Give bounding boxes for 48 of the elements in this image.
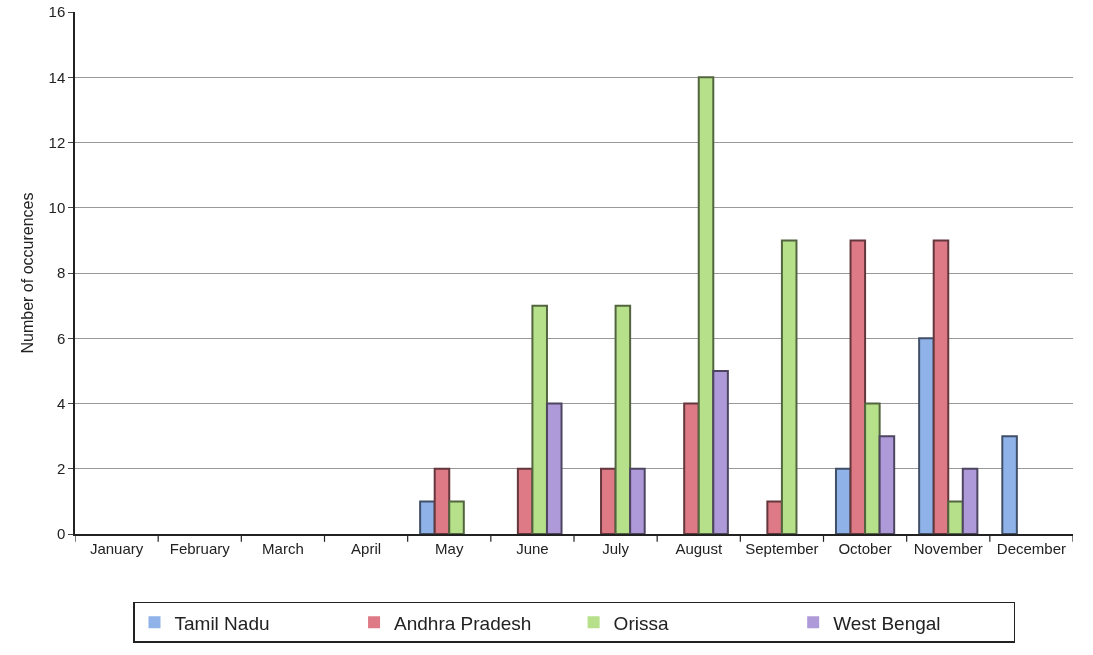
y-tick-label: 10 <box>48 199 66 216</box>
bar <box>932 239 950 534</box>
x-tick-label: October <box>838 539 892 557</box>
bar <box>419 500 436 534</box>
legend-label: Orissa <box>613 612 669 634</box>
bar <box>849 239 867 534</box>
x-tick-label: May <box>435 539 464 557</box>
y-tick-label: 12 <box>48 133 66 151</box>
y-tick-label: 8 <box>56 264 66 282</box>
bar <box>780 239 798 534</box>
bar <box>918 337 935 534</box>
bar <box>834 467 852 534</box>
x-tick-label: September <box>745 539 819 557</box>
y-tick-label: 4 <box>56 394 66 412</box>
bar <box>712 369 729 534</box>
x-tick-label: July <box>602 539 630 557</box>
bar <box>600 467 617 534</box>
x-tick-label: December <box>996 539 1067 557</box>
bar <box>545 402 563 534</box>
y-tick-label: 6 <box>56 329 66 347</box>
x-tick-label: November <box>913 539 983 557</box>
bar <box>961 467 979 534</box>
bar <box>531 304 548 534</box>
y-tick-label: 14 <box>48 68 66 86</box>
x-tick-label: March <box>262 539 304 557</box>
bar <box>878 435 896 534</box>
y-tick-label: 0 <box>56 525 66 543</box>
bar <box>433 467 451 534</box>
bar <box>448 500 465 534</box>
bar <box>683 402 700 534</box>
legend-label: West Bengal <box>833 612 941 634</box>
y-axis-title: Number of occurences <box>18 192 36 354</box>
y-tick-label: 2 <box>56 460 66 477</box>
x-tick-label: August <box>675 539 723 557</box>
bar <box>697 76 715 534</box>
bar <box>864 402 881 534</box>
bar <box>629 467 646 534</box>
x-tick-label: April <box>351 539 382 557</box>
bar <box>766 500 783 534</box>
bar <box>1001 435 1018 534</box>
y-tick-label: 16 <box>48 3 66 21</box>
bar <box>614 304 632 534</box>
x-tick-label: June <box>516 539 549 557</box>
legend-label: Andhra Pradesh <box>394 612 532 634</box>
bar <box>947 500 964 534</box>
x-tick-label: February <box>169 539 231 557</box>
legend-label: Tamil Nadu <box>174 612 270 634</box>
x-tick-label: January <box>89 539 144 557</box>
